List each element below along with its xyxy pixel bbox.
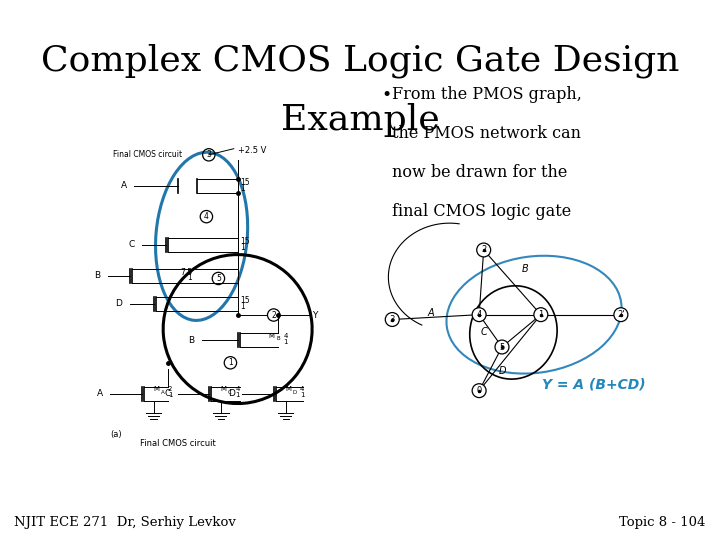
Text: 15: 15 bbox=[240, 237, 250, 246]
Text: 5: 5 bbox=[216, 274, 221, 283]
Text: 15: 15 bbox=[240, 296, 250, 305]
Text: 1: 1 bbox=[187, 273, 192, 282]
Text: M: M bbox=[221, 386, 227, 392]
Circle shape bbox=[472, 308, 486, 322]
Circle shape bbox=[385, 313, 399, 327]
Text: NJIT ECE 271  Dr, Serhiy Levkov: NJIT ECE 271 Dr, Serhiy Levkov bbox=[14, 516, 236, 529]
Text: 1: 1 bbox=[240, 301, 245, 310]
Text: C: C bbox=[128, 240, 135, 249]
Text: A: A bbox=[428, 308, 434, 318]
Text: A: A bbox=[97, 389, 103, 398]
Text: 4: 4 bbox=[204, 212, 209, 221]
Text: now be drawn for the: now be drawn for the bbox=[392, 164, 568, 181]
Text: 5: 5 bbox=[500, 342, 505, 352]
Text: Complex CMOS Logic Gate Design: Complex CMOS Logic Gate Design bbox=[41, 43, 679, 78]
Text: 2: 2 bbox=[271, 310, 276, 320]
Circle shape bbox=[477, 243, 490, 257]
Circle shape bbox=[495, 340, 509, 354]
Text: Y = A (B+CD): Y = A (B+CD) bbox=[541, 377, 645, 391]
Text: Example: Example bbox=[281, 103, 439, 137]
Text: 1: 1 bbox=[235, 392, 240, 398]
Text: 1: 1 bbox=[228, 359, 233, 367]
Text: M: M bbox=[153, 386, 160, 392]
Text: Topic 8 - 104: Topic 8 - 104 bbox=[619, 516, 706, 529]
Text: B: B bbox=[188, 336, 194, 345]
Text: 1: 1 bbox=[283, 339, 288, 345]
Text: 4: 4 bbox=[283, 333, 288, 339]
Text: Final CMOS circuit: Final CMOS circuit bbox=[113, 150, 182, 159]
Circle shape bbox=[534, 308, 548, 322]
Text: C: C bbox=[480, 327, 487, 338]
Text: M: M bbox=[269, 333, 275, 339]
Text: A: A bbox=[121, 181, 127, 190]
Text: final CMOS logic gate: final CMOS logic gate bbox=[392, 203, 572, 220]
Text: M: M bbox=[286, 386, 292, 392]
Text: C: C bbox=[228, 390, 232, 395]
Circle shape bbox=[472, 384, 486, 397]
Text: the PMOS network can: the PMOS network can bbox=[392, 125, 582, 142]
Text: From the PMOS graph,: From the PMOS graph, bbox=[392, 86, 582, 103]
Text: Y: Y bbox=[312, 310, 318, 320]
Text: 3: 3 bbox=[390, 315, 395, 324]
Text: 3: 3 bbox=[207, 150, 211, 159]
Text: D: D bbox=[293, 390, 297, 395]
Text: (a): (a) bbox=[110, 430, 122, 439]
Text: 1: 1 bbox=[539, 310, 544, 319]
Text: 1: 1 bbox=[168, 392, 173, 398]
Text: 4: 4 bbox=[235, 386, 240, 392]
Text: 4: 4 bbox=[477, 310, 482, 319]
Text: A: A bbox=[161, 390, 164, 395]
Text: D: D bbox=[228, 389, 235, 398]
Text: 15: 15 bbox=[240, 178, 250, 187]
Text: •: • bbox=[382, 86, 392, 104]
Text: Final CMOS circuit: Final CMOS circuit bbox=[140, 438, 215, 448]
Text: B: B bbox=[521, 265, 528, 274]
Text: C: C bbox=[164, 389, 171, 398]
Text: D: D bbox=[115, 299, 122, 308]
Text: 1: 1 bbox=[300, 392, 305, 398]
Text: 4: 4 bbox=[300, 386, 305, 392]
Text: +2.5 V: +2.5 V bbox=[238, 146, 266, 156]
Text: B: B bbox=[276, 336, 279, 341]
Text: B: B bbox=[94, 271, 101, 280]
Text: 7.5: 7.5 bbox=[180, 268, 192, 277]
Text: 2: 2 bbox=[168, 386, 172, 392]
Text: 1: 1 bbox=[240, 242, 245, 252]
Text: 2': 2' bbox=[617, 310, 625, 319]
Text: 1: 1 bbox=[240, 184, 245, 193]
Text: 0: 0 bbox=[477, 386, 482, 395]
Circle shape bbox=[614, 308, 628, 322]
Text: D: D bbox=[498, 366, 505, 376]
Text: 2: 2 bbox=[481, 246, 486, 254]
